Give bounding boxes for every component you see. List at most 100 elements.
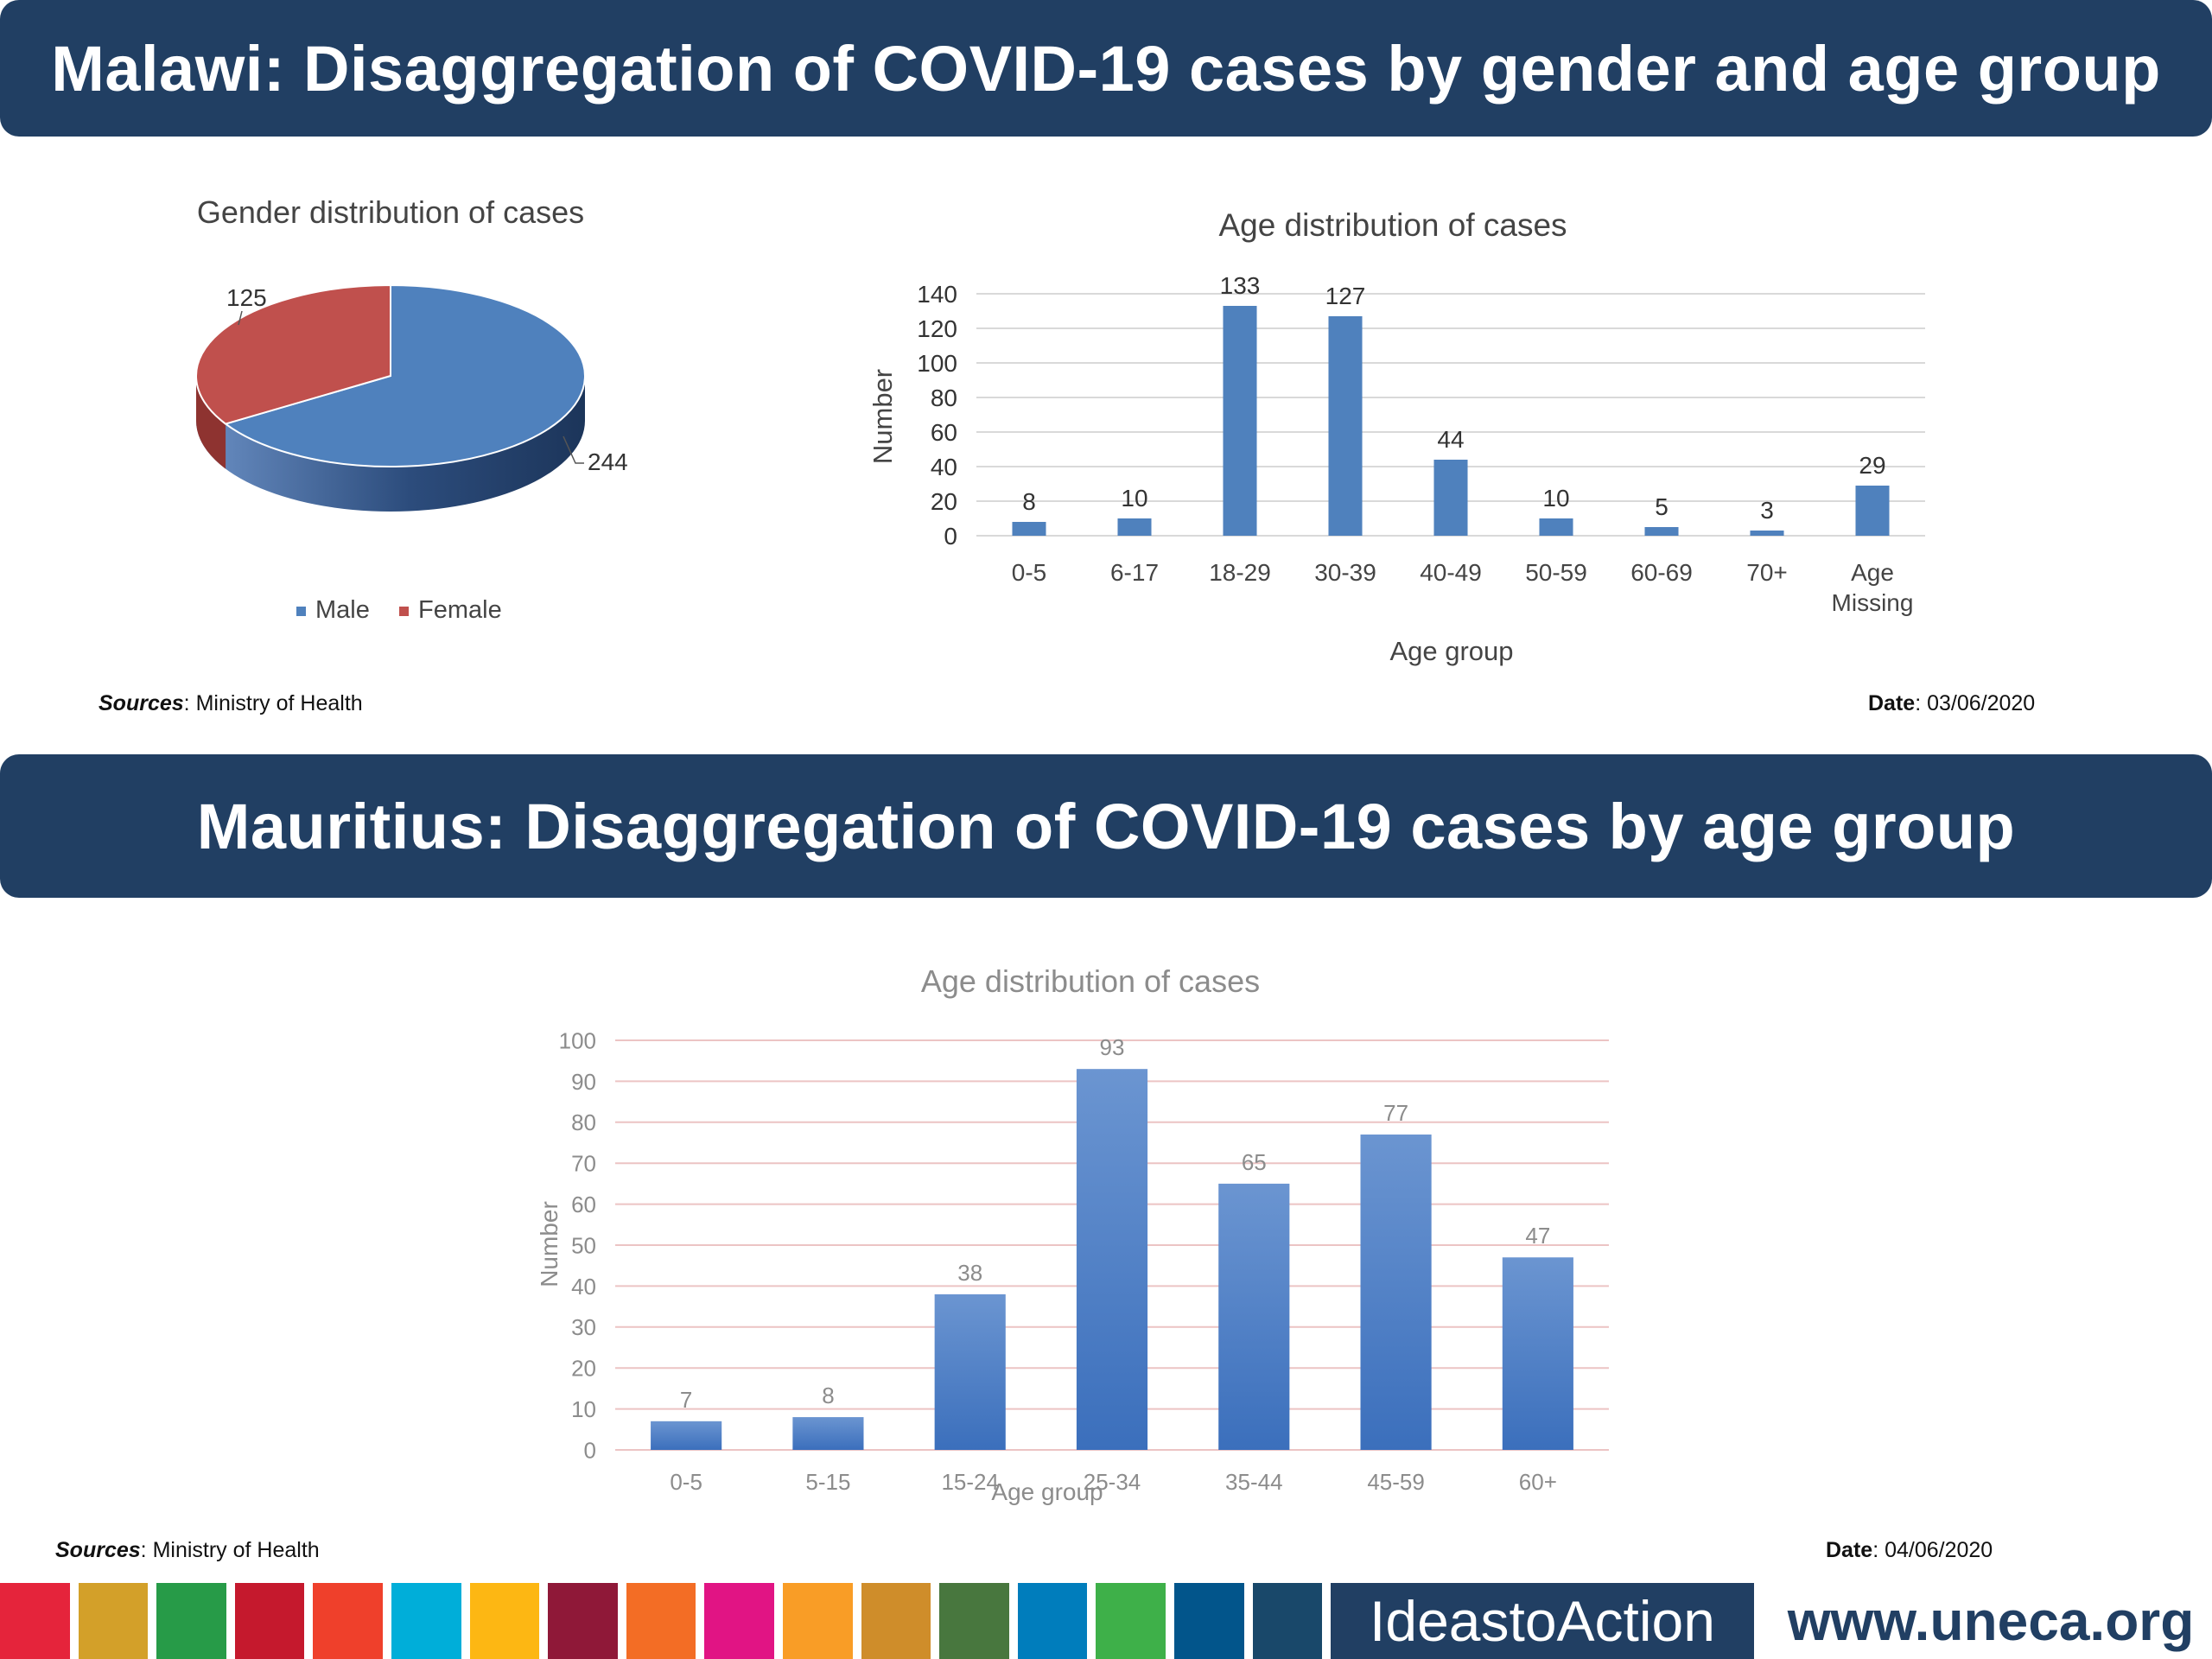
bar-value-label: 77 — [1383, 1100, 1408, 1126]
y-tick-label: 60 — [571, 1192, 596, 1217]
y-tick-label: 100 — [559, 1027, 596, 1053]
x-category-label: 18-29 — [1209, 559, 1271, 586]
x-category-label: 25-34 — [1084, 1469, 1141, 1495]
y-tick-label: 50 — [571, 1232, 596, 1258]
bar-chart-title: Age distribution of cases — [1218, 207, 1567, 243]
y-tick-label: 100 — [917, 350, 957, 377]
sdg-color-block — [1017, 1583, 1088, 1659]
pie-leader-female — [238, 310, 243, 326]
pie-legend-swatch-female — [399, 607, 409, 616]
bar-45-59 — [1360, 1135, 1432, 1450]
y-tick-label: 80 — [931, 385, 957, 411]
y-tick-label: 120 — [917, 315, 957, 342]
bar-value-label: 8 — [1022, 488, 1036, 515]
x-category-label: 50-59 — [1525, 559, 1587, 586]
bar-age-missing — [1855, 486, 1890, 536]
mauritius-sources-label: Sources — [55, 1538, 141, 1562]
gender-pie-chart: Gender distribution of cases 244 125 Male… — [195, 194, 628, 624]
bar-15-24 — [934, 1294, 1006, 1450]
bar-60+ — [1502, 1257, 1573, 1450]
sdg-color-block — [861, 1583, 931, 1659]
bar-value-label: 5 — [1655, 493, 1669, 520]
y-tick-label: 10 — [571, 1396, 596, 1422]
x-category-label: 40-49 — [1420, 559, 1482, 586]
bar-70+ — [1750, 531, 1784, 536]
bar-value-label: 127 — [1325, 283, 1366, 309]
pie-slice-female — [195, 283, 391, 425]
bar-value-label: 93 — [1100, 1034, 1125, 1060]
malawi-age-bar-chart: Age distribution of cases 0 20 40 60 80 100 120… — [868, 207, 1925, 666]
y-tick-label: 60 — [931, 419, 957, 446]
sdg-color-block — [156, 1583, 226, 1659]
sdg-color-block — [78, 1583, 149, 1659]
bar-18-29 — [1223, 306, 1257, 536]
mauritius-sources-value: : Ministry of Health — [140, 1538, 320, 1562]
malawi-date-value: : 03/06/2020 — [1915, 691, 2036, 715]
x-category-label: Missing — [1832, 589, 1914, 616]
y-tick-label: 80 — [571, 1109, 596, 1135]
bar-6-17 — [1117, 518, 1152, 536]
y-tick-label: 0 — [584, 1437, 596, 1463]
x-category-label: 5-15 — [805, 1469, 850, 1495]
y-tick-label: 30 — [571, 1314, 596, 1340]
y-axis-label: Number — [868, 369, 898, 464]
y-tick-label: 40 — [931, 454, 957, 480]
bar-60-69 — [1644, 527, 1679, 536]
malawi-sources-value: : Ministry of Health — [183, 691, 363, 715]
website-label: www.uneca.org — [1787, 1590, 2195, 1652]
pie-label-male: 244 — [588, 448, 628, 475]
bar-value-label: 8 — [822, 1382, 834, 1408]
bar-value-label: 10 — [1121, 485, 1147, 512]
y-tick-label: 40 — [571, 1274, 596, 1300]
sdg-color-block — [469, 1583, 540, 1659]
sdg-color-block — [783, 1583, 853, 1659]
y-tick-label: 70 — [571, 1151, 596, 1177]
bar-value-label: 7 — [680, 1387, 692, 1413]
pie-side-female — [196, 376, 226, 469]
website-link[interactable]: www.uneca.org — [1770, 1583, 2212, 1659]
x-category-label: 15-24 — [941, 1469, 999, 1495]
sdg-color-block — [391, 1583, 461, 1659]
pie-leader-male — [563, 435, 584, 464]
x-category-label: 30-39 — [1314, 559, 1376, 586]
pie-legend: Male Female — [296, 596, 502, 624]
mauritius-date: Date: 04/06/2020 — [1826, 1538, 1993, 1563]
sdg-color-block — [313, 1583, 383, 1659]
pie-label-female: 125 — [226, 284, 267, 311]
sdg-color-block — [0, 1583, 70, 1659]
pie-legend-label-male: Male — [315, 596, 370, 624]
x-category-label: 6-17 — [1110, 559, 1159, 586]
y-axis-label: Number — [536, 1201, 563, 1287]
x-category-label: Age — [1851, 559, 1894, 586]
sdg-color-block — [548, 1583, 618, 1659]
mauritius-sources: Sources: Ministry of Health — [55, 1538, 320, 1563]
sdg-color-block — [1174, 1583, 1244, 1659]
x-axis-label: Age group — [1389, 636, 1513, 666]
bar-25-34 — [1076, 1069, 1148, 1450]
bar-value-label: 38 — [957, 1260, 982, 1286]
pie-slice-male — [223, 283, 586, 467]
bar-value-label: 10 — [1542, 485, 1569, 512]
ideas-to-action-label: IdeastoAction — [1370, 1589, 1715, 1653]
x-category-label: 0-5 — [670, 1469, 702, 1495]
y-tick-label: 20 — [571, 1356, 596, 1382]
malawi-title-banner: Malawi: Disaggregation of COVID-19 cases… — [0, 0, 2212, 137]
x-category-label: 35-44 — [1225, 1469, 1283, 1495]
malawi-title: Malawi: Disaggregation of COVID-19 cases… — [51, 32, 2161, 105]
malawi-sources-label: Sources — [99, 691, 184, 715]
pie-legend-label-female: Female — [418, 596, 502, 624]
x-axis-label: Age group — [991, 1478, 1103, 1505]
bar-value-label: 29 — [1859, 452, 1885, 479]
bar-chart-title: Age distribution of cases — [921, 963, 1260, 999]
bar-5-15 — [792, 1417, 864, 1450]
bar-value-label: 47 — [1525, 1223, 1550, 1249]
bar-value-label: 133 — [1220, 272, 1261, 299]
bar-value-label: 3 — [1760, 497, 1774, 524]
mauritius-date-value: : 04/06/2020 — [1872, 1538, 1993, 1562]
y-tick-label: 140 — [917, 281, 957, 308]
ideas-to-action-logo: IdeastoAction — [1331, 1583, 1754, 1659]
pie-chart-title: Gender distribution of cases — [197, 194, 584, 230]
bar-0-5 — [651, 1421, 722, 1450]
sdg-color-block — [1096, 1583, 1166, 1659]
y-tick-label: 20 — [931, 488, 957, 515]
